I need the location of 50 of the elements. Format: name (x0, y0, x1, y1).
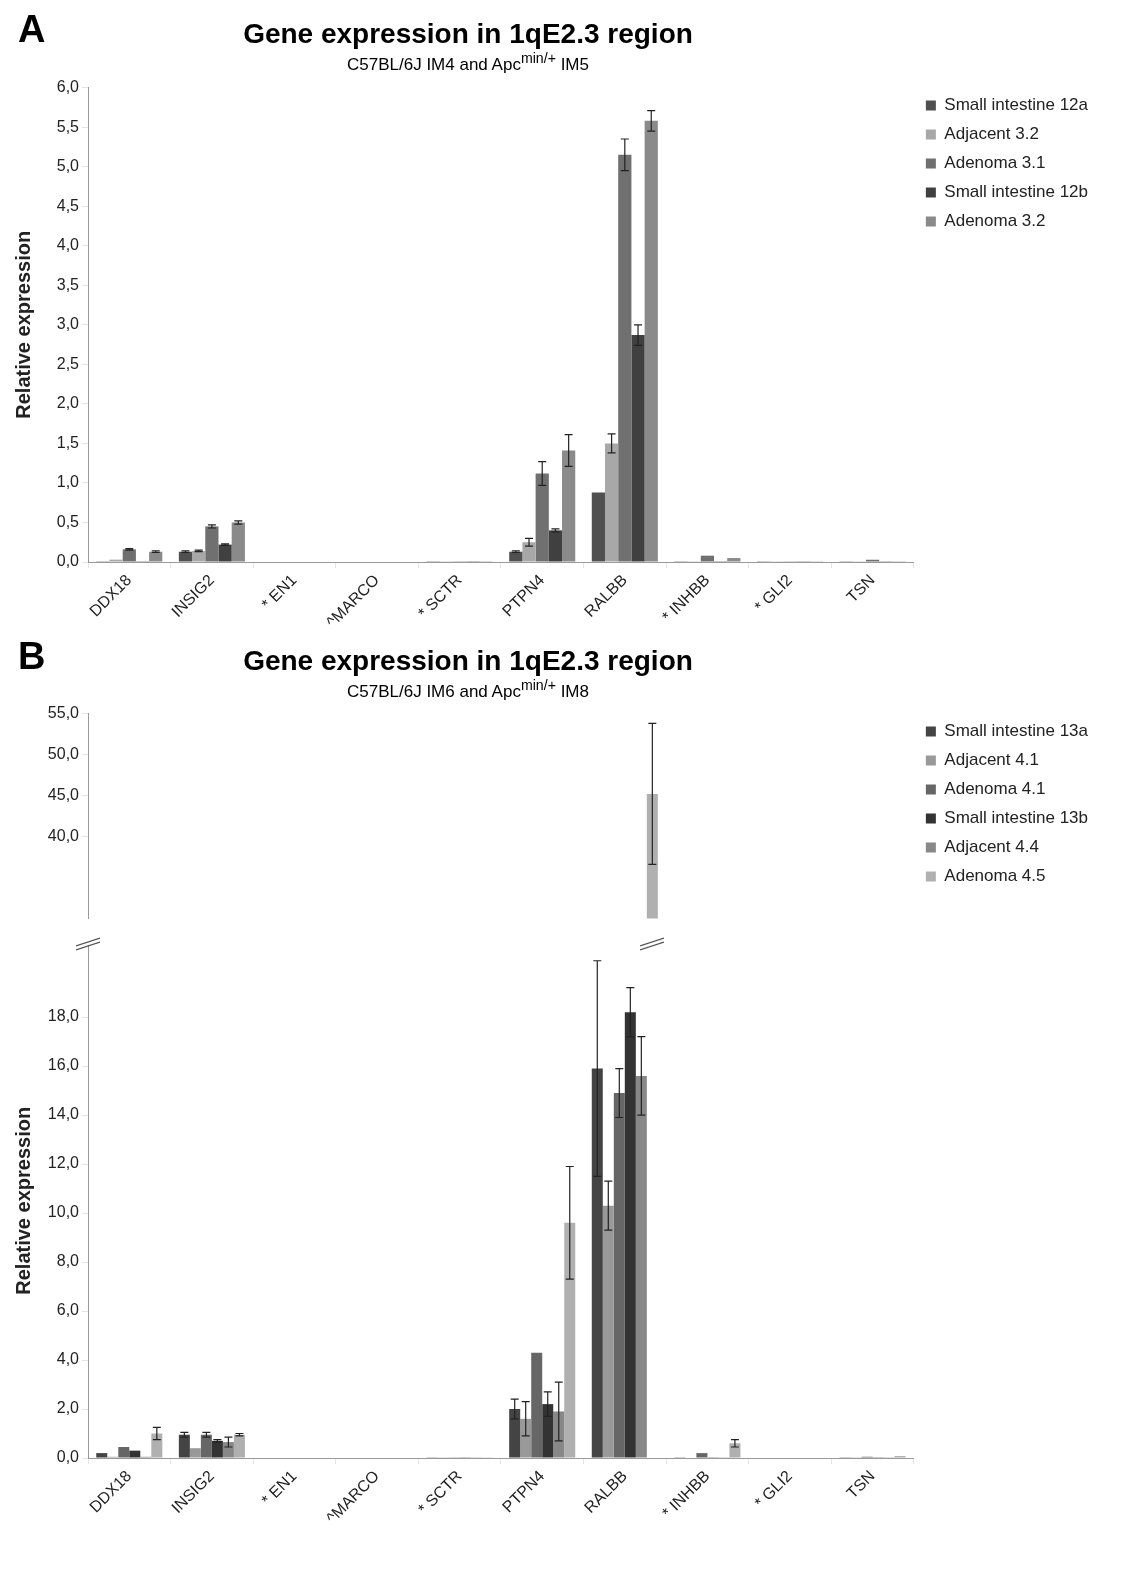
legend-label: Small intestine 13b (944, 808, 1088, 828)
x-tick-label: * EN1 (258, 1467, 300, 1509)
legend-label: Small intestine 12b (944, 181, 1088, 201)
y-tick-label: 10,0 (47, 1203, 80, 1221)
y-tick-label: 0,0 (56, 552, 80, 570)
chart-title: Gene expression in 1qE2.3 region (242, 644, 694, 677)
y-axis-title: Relative expression (11, 230, 34, 419)
legend-label: Adenoma 3.2 (944, 210, 1046, 230)
legend-label: Adjacent 4.4 (944, 837, 1039, 857)
y-tick-label: 6,0 (56, 77, 80, 95)
legend-label: Small intestine 12a (944, 94, 1089, 114)
y-tick-label: 1,5 (56, 433, 80, 451)
legend-label: Adjacent 3.2 (944, 123, 1039, 143)
y-tick-label: 4,5 (56, 196, 80, 214)
y-tick-label: 5,5 (56, 117, 80, 135)
y-tick-label: 12,0 (47, 1154, 80, 1172)
y-tick-label: 4,0 (56, 1350, 80, 1368)
y-tick-label: 3,5 (56, 275, 80, 293)
y-tick-label: 16,0 (47, 1056, 80, 1074)
chart-subtitle: C57BL/6J IM6 and Apc$^{min/+}$ IM8 (346, 676, 590, 702)
y-tick-label: 1,0 (56, 473, 80, 490)
y-tick-label: 14,0 (47, 1105, 80, 1123)
legend-label: Adenoma 3.1 (944, 152, 1046, 172)
text: A (18, 8, 46, 50)
x-tick-label: TSN (843, 1467, 878, 1502)
y-tick-label: 0,5 (56, 512, 80, 530)
y-tick-label: 3,0 (56, 314, 80, 332)
y-tick-label: 40,0 (47, 827, 80, 845)
y-tick-label: 2,5 (56, 354, 80, 372)
y-tick-label: 45,0 (47, 786, 80, 804)
text: B (18, 634, 46, 677)
y-tick-label: 18,0 (47, 1007, 80, 1025)
y-tick-label: 2,0 (56, 393, 80, 411)
y-tick-label: 4,0 (56, 235, 80, 253)
legend-label: Adjacent 4.1 (944, 750, 1039, 770)
y-axis-title: Relative expression (11, 1107, 34, 1296)
legend-label: Small intestine 13a (944, 721, 1089, 741)
y-tick-label: 50,0 (47, 745, 80, 763)
legend-label: Adenoma 4.1 (944, 779, 1046, 799)
legend-label: Adenoma 4.5 (944, 866, 1046, 886)
y-tick-label: 6,0 (56, 1301, 80, 1319)
x-tick-label: TSN (843, 570, 878, 606)
y-tick-label: 8,0 (56, 1252, 80, 1270)
chart-title: Gene expression in 1qE2.3 region (242, 18, 694, 50)
y-tick-label: 5,0 (56, 156, 80, 174)
x-tick-label: * EN1 (258, 570, 300, 613)
y-tick-label: 2,0 (56, 1399, 80, 1417)
y-tick-label: 55,0 (47, 704, 80, 722)
y-tick-label: 0,0 (56, 1448, 80, 1466)
chart-subtitle: C57BL/6J IM4 and Apc$^{min/+}$ IM5 (346, 50, 590, 75)
